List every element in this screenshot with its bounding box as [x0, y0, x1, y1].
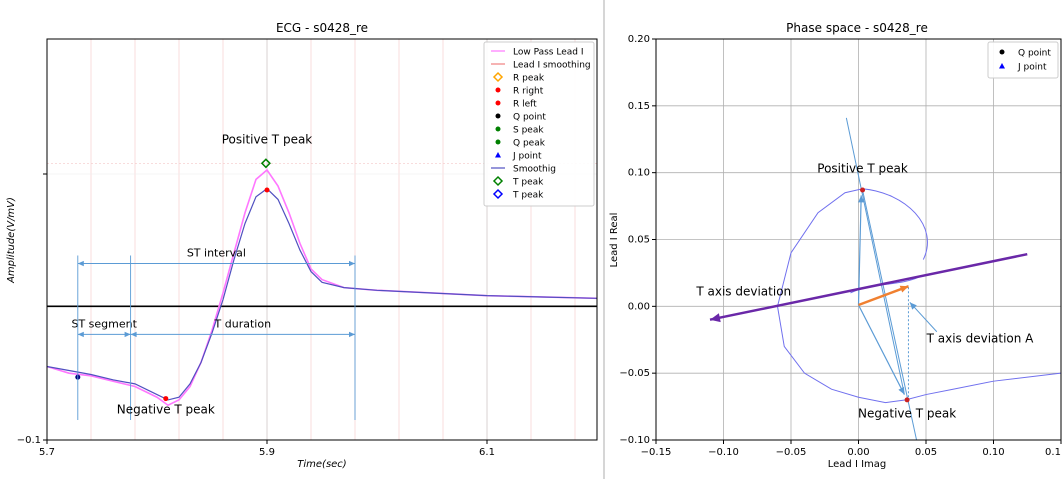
interval-arrow-0b — [349, 260, 355, 267]
legend-marker-10 — [492, 175, 504, 187]
phase-series: Positive T peak T axis deviation T axis de… — [695, 117, 1062, 441]
legend-label-4: R left — [513, 100, 537, 110]
xtick-label: 5.9 — [259, 447, 275, 458]
ytick-label: −0.10 — [619, 435, 650, 446]
vector-positive-arrow — [858, 195, 865, 203]
phase-xlabel: Lead I Imag — [828, 459, 887, 470]
legend-box — [987, 41, 1059, 79]
legend-label-3: R right — [513, 87, 544, 97]
ecg-markers — [75, 158, 271, 402]
legend-label-10: T peak — [512, 178, 544, 188]
legend-label-7: Q peak — [513, 139, 546, 149]
legend-marker-5 — [495, 113, 501, 119]
ecg-title: ECG - s0428_re — [276, 21, 368, 35]
axis-deviation-line — [709, 252, 1028, 321]
legend-marker-6 — [495, 126, 501, 132]
legend-label-8: J point — [512, 152, 542, 162]
phase-legend: Q point J point — [987, 41, 1059, 79]
xtick-label: 0.00 — [847, 447, 869, 458]
interval-arrow-2b — [349, 331, 355, 338]
phase-ticks: −0.15 −0.10 −0.05 0.00 0.05 0.10 0.1−0.10−0.05… — [619, 34, 1062, 458]
legend-label-11: T peak — [512, 191, 544, 201]
ytick-label: 0.05 — [628, 235, 650, 246]
phase-loop-upper — [862, 188, 928, 260]
legend-label-1: Lead I smoothing — [513, 61, 591, 71]
series-line-1 — [46, 187, 598, 401]
interval-arrow-1b — [124, 331, 131, 338]
legend-marker-8 — [495, 152, 501, 158]
legend-label-6: S peak — [513, 126, 544, 136]
ytick-label: 0.20 — [628, 34, 650, 45]
phase-loop — [776, 188, 1062, 404]
legend-label-9: Smoothig — [513, 165, 556, 175]
phase-annotation-1: T axis deviation — [695, 285, 791, 299]
xtick-label: 0.05 — [915, 447, 937, 458]
interval-label-1: ST segment — [71, 317, 137, 330]
ecg-intervals: ST interval ST segment T duration Positive … — [71, 132, 356, 420]
xtick-label: 6.1 — [479, 447, 495, 458]
xtick-label: 0.1 — [1045, 447, 1061, 458]
legend-label-0: Q point — [1018, 49, 1051, 59]
legend-marker-1 — [999, 63, 1005, 69]
phase-annotation-0: Positive T peak — [817, 162, 908, 176]
ytick-label: 0.15 — [628, 101, 650, 112]
axis-deviation-arrow — [710, 313, 721, 323]
xtick-label: −0.05 — [776, 447, 807, 458]
phase-title: Phase space - s0428_re — [786, 21, 928, 35]
interval-arrow-1a — [77, 331, 84, 338]
xtick-label: 5.7 — [39, 447, 55, 458]
phase-point-1 — [904, 397, 910, 403]
legend-label-2: R peak — [513, 74, 545, 84]
interval-arrow-0a — [77, 260, 84, 267]
legend-marker-2 — [492, 71, 504, 83]
axis-vector — [858, 285, 909, 307]
point-1 — [264, 187, 270, 193]
xtick-label: −0.10 — [708, 447, 739, 458]
phase-ylabel: Lead I Real — [609, 213, 620, 268]
legend-marker-11 — [492, 188, 504, 200]
ecg-series — [46, 168, 598, 407]
ecg-plot-frame — [46, 38, 598, 441]
annotation-0: Positive T peak — [222, 132, 313, 146]
ecg-chart: ECG - s0428_re ST interval ST segment T du… — [6, 21, 598, 470]
legend-label-5: Q point — [513, 113, 546, 123]
ytick-label: −0.05 — [619, 368, 650, 379]
callout-arrow — [909, 302, 917, 310]
ecg-xlabel: Time(sec) — [297, 459, 346, 470]
phase-annotation-3: Negative T peak — [858, 406, 956, 420]
ecg-legend: Low Pass Lead I Lead I smoothing R peak R r… — [483, 41, 595, 207]
phase-grid — [655, 38, 1062, 441]
legend-box — [483, 41, 595, 207]
interval-label-0: ST interval — [187, 247, 246, 260]
legend-label-0: Low Pass Lead I — [513, 48, 584, 58]
annotation-1: Negative T peak — [117, 402, 215, 416]
legend-marker-0 — [999, 49, 1005, 55]
phase-point-0 — [860, 187, 866, 193]
xtick-label: −0.15 — [641, 447, 672, 458]
axis-vector-arrow — [899, 285, 909, 293]
ytick-label: 0.00 — [628, 301, 650, 312]
legend-marker-7 — [495, 139, 501, 145]
legend-marker-4 — [495, 100, 501, 106]
vector-negative — [857, 304, 905, 395]
ytick-label: −0.1 — [17, 435, 41, 446]
phase-space-chart: Phase space - s0428_re Positive T peak T … — [609, 21, 1062, 470]
guide-line-1 — [845, 117, 905, 395]
xtick-label: 0.10 — [982, 447, 1004, 458]
interval-arrow-2a — [130, 331, 137, 338]
phase-annotation-2: T axis deviation A — [926, 331, 1035, 345]
ecg-ticks: 5.7 5.9 6.1 −0.1 — [17, 173, 495, 458]
interval-label-2: T duration — [214, 317, 272, 330]
ytick-label: 0.10 — [628, 168, 650, 179]
point-2 — [163, 396, 169, 402]
vector-positive — [857, 195, 862, 306]
point-0 — [260, 158, 271, 169]
ecg-ylabel: Amplitude(V/mV) — [6, 197, 17, 284]
legend-label-1: J point — [1017, 63, 1047, 73]
legend-marker-3 — [495, 87, 501, 93]
